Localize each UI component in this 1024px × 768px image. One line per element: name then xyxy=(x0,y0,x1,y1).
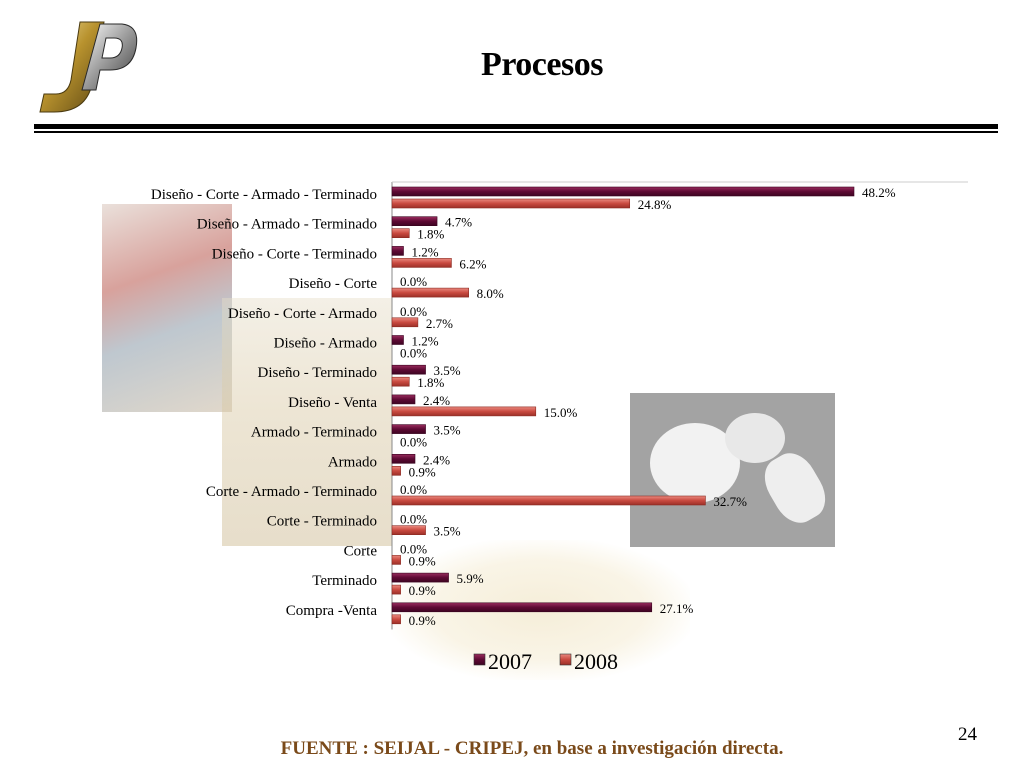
data-label-2008: 0.0% xyxy=(400,435,427,450)
bar-2007 xyxy=(391,364,426,375)
bar-2008 xyxy=(391,555,401,565)
data-label-2008: 0.9% xyxy=(409,464,436,479)
page-number: 24 xyxy=(958,724,977,745)
bar-2007 xyxy=(391,602,653,613)
category-label: Terminado xyxy=(312,573,377,589)
data-label-2008: 1.8% xyxy=(417,227,444,242)
data-label-2008: 0.0% xyxy=(400,346,427,361)
slide-title: Procesos xyxy=(481,46,603,83)
data-label-2008: 24.8% xyxy=(638,197,672,212)
data-label-2008: 6.2% xyxy=(459,256,486,271)
data-label-2007: 3.5% xyxy=(434,363,461,378)
category-label: Compra -Venta xyxy=(286,603,378,619)
data-label-2008: 1.8% xyxy=(417,375,444,390)
bar-2008 xyxy=(391,614,401,625)
data-label-2008: 8.0% xyxy=(477,286,504,301)
bar-2007 xyxy=(391,424,426,434)
bar-2008 xyxy=(391,406,537,417)
legend-swatch-2008 xyxy=(559,653,572,666)
category-label: Diseño - Armado xyxy=(274,336,377,352)
background-photo-shoes xyxy=(222,298,392,546)
category-label: Corte - Armado - Terminado xyxy=(206,484,377,500)
category-label: Diseño - Corte - Terminado xyxy=(212,246,377,262)
bar-2008 xyxy=(391,287,469,298)
bar-2008 xyxy=(391,198,631,209)
category-label: Diseño - Armado - Terminado xyxy=(197,217,377,233)
background-photo-woman xyxy=(102,204,232,412)
data-label-2008: 32.7% xyxy=(713,494,747,509)
bar-2008 xyxy=(391,317,419,328)
jp-logo xyxy=(34,14,142,118)
data-label-2007: 0.0% xyxy=(400,482,427,497)
bar-2008 xyxy=(391,258,452,268)
data-label-2008: 3.5% xyxy=(434,524,461,539)
bar-2008 xyxy=(391,465,401,476)
data-label-2007: 2.4% xyxy=(423,452,450,467)
bar-2007 xyxy=(391,394,416,405)
bar-2007 xyxy=(391,246,404,256)
data-label-2007: 1.2% xyxy=(412,244,439,259)
title-divider-thin xyxy=(34,131,998,133)
data-label-2007: 48.2% xyxy=(862,185,896,200)
category-label: Diseño - Corte - Armado - Terminado xyxy=(151,187,377,203)
background-photo-grayscale xyxy=(630,393,835,547)
data-label-2007: 1.2% xyxy=(412,334,439,349)
bar-2007 xyxy=(391,335,404,345)
data-label-2007: 0.0% xyxy=(400,512,427,527)
bar-2007 xyxy=(391,453,416,464)
data-label-2007: 5.9% xyxy=(457,571,484,586)
data-label-2008: 0.9% xyxy=(409,613,436,628)
legend-swatch-2007 xyxy=(473,653,486,666)
bar-2008 xyxy=(391,525,426,536)
data-label-2007: 0.0% xyxy=(400,541,427,556)
category-label: Diseño - Terminado xyxy=(258,365,377,381)
bar-2007 xyxy=(391,572,449,583)
category-label: Armado - Terminado xyxy=(251,425,377,441)
bar-2008 xyxy=(391,376,410,387)
bar-2007 xyxy=(391,216,438,226)
legend-label-2007: 2007 xyxy=(488,649,532,674)
data-label-2008: 0.9% xyxy=(409,583,436,598)
data-label-2008: 0.9% xyxy=(409,553,436,568)
process-bar-chart: Diseño - Corte - Armado - Terminado 48.2%… xyxy=(151,181,968,674)
category-label: Diseño - Venta xyxy=(288,395,377,411)
bar-2007 xyxy=(391,186,855,197)
data-label-2007: 0.0% xyxy=(400,274,427,289)
data-label-2007: 4.7% xyxy=(445,215,472,230)
source-note: FUENTE : SEIJAL - CRIPEJ, en base a inve… xyxy=(280,738,784,759)
data-label-2007: 2.4% xyxy=(423,393,450,408)
bar-2008 xyxy=(391,584,401,595)
title-divider-thick xyxy=(34,124,998,129)
data-label-2007: 3.5% xyxy=(434,423,461,438)
data-label-2007: 0.0% xyxy=(400,304,427,319)
category-label: Corte xyxy=(344,543,378,559)
data-label-2007: 27.1% xyxy=(660,601,694,616)
bar-2008 xyxy=(391,495,706,506)
category-label: Corte - Terminado xyxy=(267,514,377,530)
data-label-2008: 2.7% xyxy=(426,316,453,331)
data-label-2008: 15.0% xyxy=(544,405,578,420)
category-label: Diseño - Corte xyxy=(289,276,378,292)
legend-label-2008: 2008 xyxy=(574,649,618,674)
category-label: Armado xyxy=(328,454,377,470)
bar-2008 xyxy=(391,228,410,238)
category-label: Diseño - Corte - Armado xyxy=(228,306,377,322)
